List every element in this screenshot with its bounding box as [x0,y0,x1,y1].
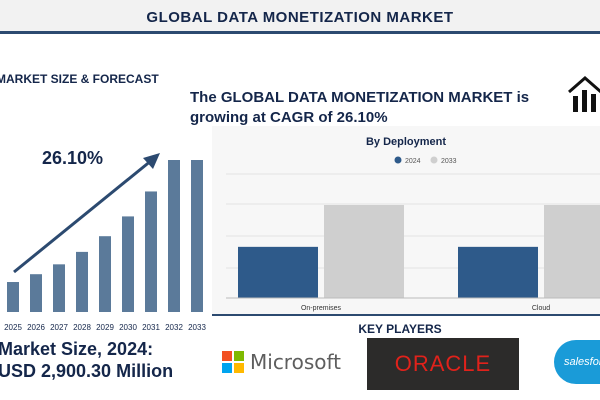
deployment-tick-label: On-premises [301,305,342,312]
deployment-tick-label: Cloud [532,305,550,312]
forecast-tick-label: 2029 [96,323,114,332]
market-size-line1: Market Size, 2024: [0,339,154,359]
cagr-label: 26.10% [42,148,104,168]
forecast-bar [99,236,111,312]
market-size-forecast-title: MARKET SIZE & FORECAST [0,72,159,86]
deployment-chart-panel: By Deployment 2024 2033 On-premises Cloud [212,126,600,316]
page-title: GLOBAL DATA MONETIZATION MARKET [146,9,454,26]
legend-label: 2033 [441,158,457,165]
deployment-bar [238,246,318,298]
forecast-tick-label: 2030 [119,323,137,332]
forecast-bar [76,251,88,312]
forecast-bar [191,160,203,312]
microsoft-logo-text: Microsoft [250,350,342,374]
trend-arrow-icon [13,158,153,274]
forecast-tick-label: 2033 [188,323,206,332]
forecast-tick-label: 2027 [50,323,68,332]
market-size-line2: USD 2,900.30 Million [0,361,174,381]
microsoft-squares-icon [222,351,244,373]
forecast-bar [7,282,19,312]
forecast-tick-label: 2032 [165,323,183,332]
forecast-tick-label: 2031 [142,323,160,332]
legend-marker [430,156,438,164]
market-forecast-bar-chart: 2025 2026 2027 2028 2029 2030 2031 2032 2033 [4,153,206,332]
cagr-headline: The GLOBAL DATA MONETIZATION MARKET is g… [190,89,530,126]
house-chart-icon [568,76,600,112]
deployment-bar [324,205,404,298]
deployment-bar-chart: By Deployment 2024 2033 On-premises Cloud [226,136,600,312]
legend-marker [394,156,402,164]
forecast-tick-label: 2025 [4,323,22,332]
forecast-bar [30,274,42,312]
forecast-bar [122,216,134,312]
trend-arrowhead-icon [143,153,160,169]
deployment-bar [544,205,600,298]
legend-label: 2024 [405,158,421,165]
oracle-logo-text: ORACLE [394,351,492,376]
oracle-logo: ORACLE [367,338,519,390]
deployment-bar [458,246,538,298]
forecast-bar [168,160,180,312]
forecast-tick-label: 2026 [27,323,45,332]
forecast-tick-label: 2028 [73,323,91,332]
key-players-divider [212,314,600,316]
page-header: GLOBAL DATA MONETIZATION MARKET [0,0,600,34]
microsoft-logo: Microsoft [222,350,341,374]
market-size-text: Market Size, 2024: USD 2,900.30 Million [0,338,173,382]
deployment-chart-title: By Deployment [366,136,446,148]
key-players-title: KEY PLAYERS [358,322,442,336]
salesforce-logo: salesforce [554,340,600,384]
salesforce-logo-text: salesforce [564,356,600,368]
forecast-bar [53,264,65,312]
forecast-bar [145,191,157,312]
